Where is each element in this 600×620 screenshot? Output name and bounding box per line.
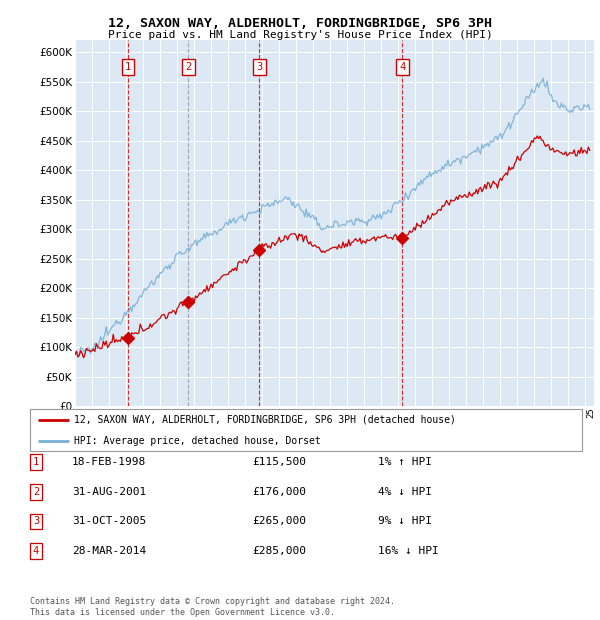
Text: £115,500: £115,500 [252,457,306,467]
Text: 16% ↓ HPI: 16% ↓ HPI [378,546,439,556]
Text: 1: 1 [125,62,131,72]
Text: 4% ↓ HPI: 4% ↓ HPI [378,487,432,497]
Text: 12, SAXON WAY, ALDERHOLT, FORDINGBRIDGE, SP6 3PH: 12, SAXON WAY, ALDERHOLT, FORDINGBRIDGE,… [108,17,492,30]
Text: £265,000: £265,000 [252,516,306,526]
Text: £176,000: £176,000 [252,487,306,497]
Text: 4: 4 [399,62,406,72]
Text: 18-FEB-1998: 18-FEB-1998 [72,457,146,467]
Text: HPI: Average price, detached house, Dorset: HPI: Average price, detached house, Dors… [74,436,321,446]
Text: 31-OCT-2005: 31-OCT-2005 [72,516,146,526]
Text: 2: 2 [33,487,39,497]
Text: 3: 3 [256,62,262,72]
Text: 1% ↑ HPI: 1% ↑ HPI [378,457,432,467]
Text: Contains HM Land Registry data © Crown copyright and database right 2024.
This d: Contains HM Land Registry data © Crown c… [30,598,395,617]
Text: 3: 3 [33,516,39,526]
Text: 1: 1 [33,457,39,467]
Text: 9% ↓ HPI: 9% ↓ HPI [378,516,432,526]
Text: 2: 2 [185,62,191,72]
Text: 12, SAXON WAY, ALDERHOLT, FORDINGBRIDGE, SP6 3PH (detached house): 12, SAXON WAY, ALDERHOLT, FORDINGBRIDGE,… [74,415,456,425]
Text: 4: 4 [33,546,39,556]
Text: 28-MAR-2014: 28-MAR-2014 [72,546,146,556]
Text: 31-AUG-2001: 31-AUG-2001 [72,487,146,497]
Text: Price paid vs. HM Land Registry's House Price Index (HPI): Price paid vs. HM Land Registry's House … [107,30,493,40]
Text: £285,000: £285,000 [252,546,306,556]
